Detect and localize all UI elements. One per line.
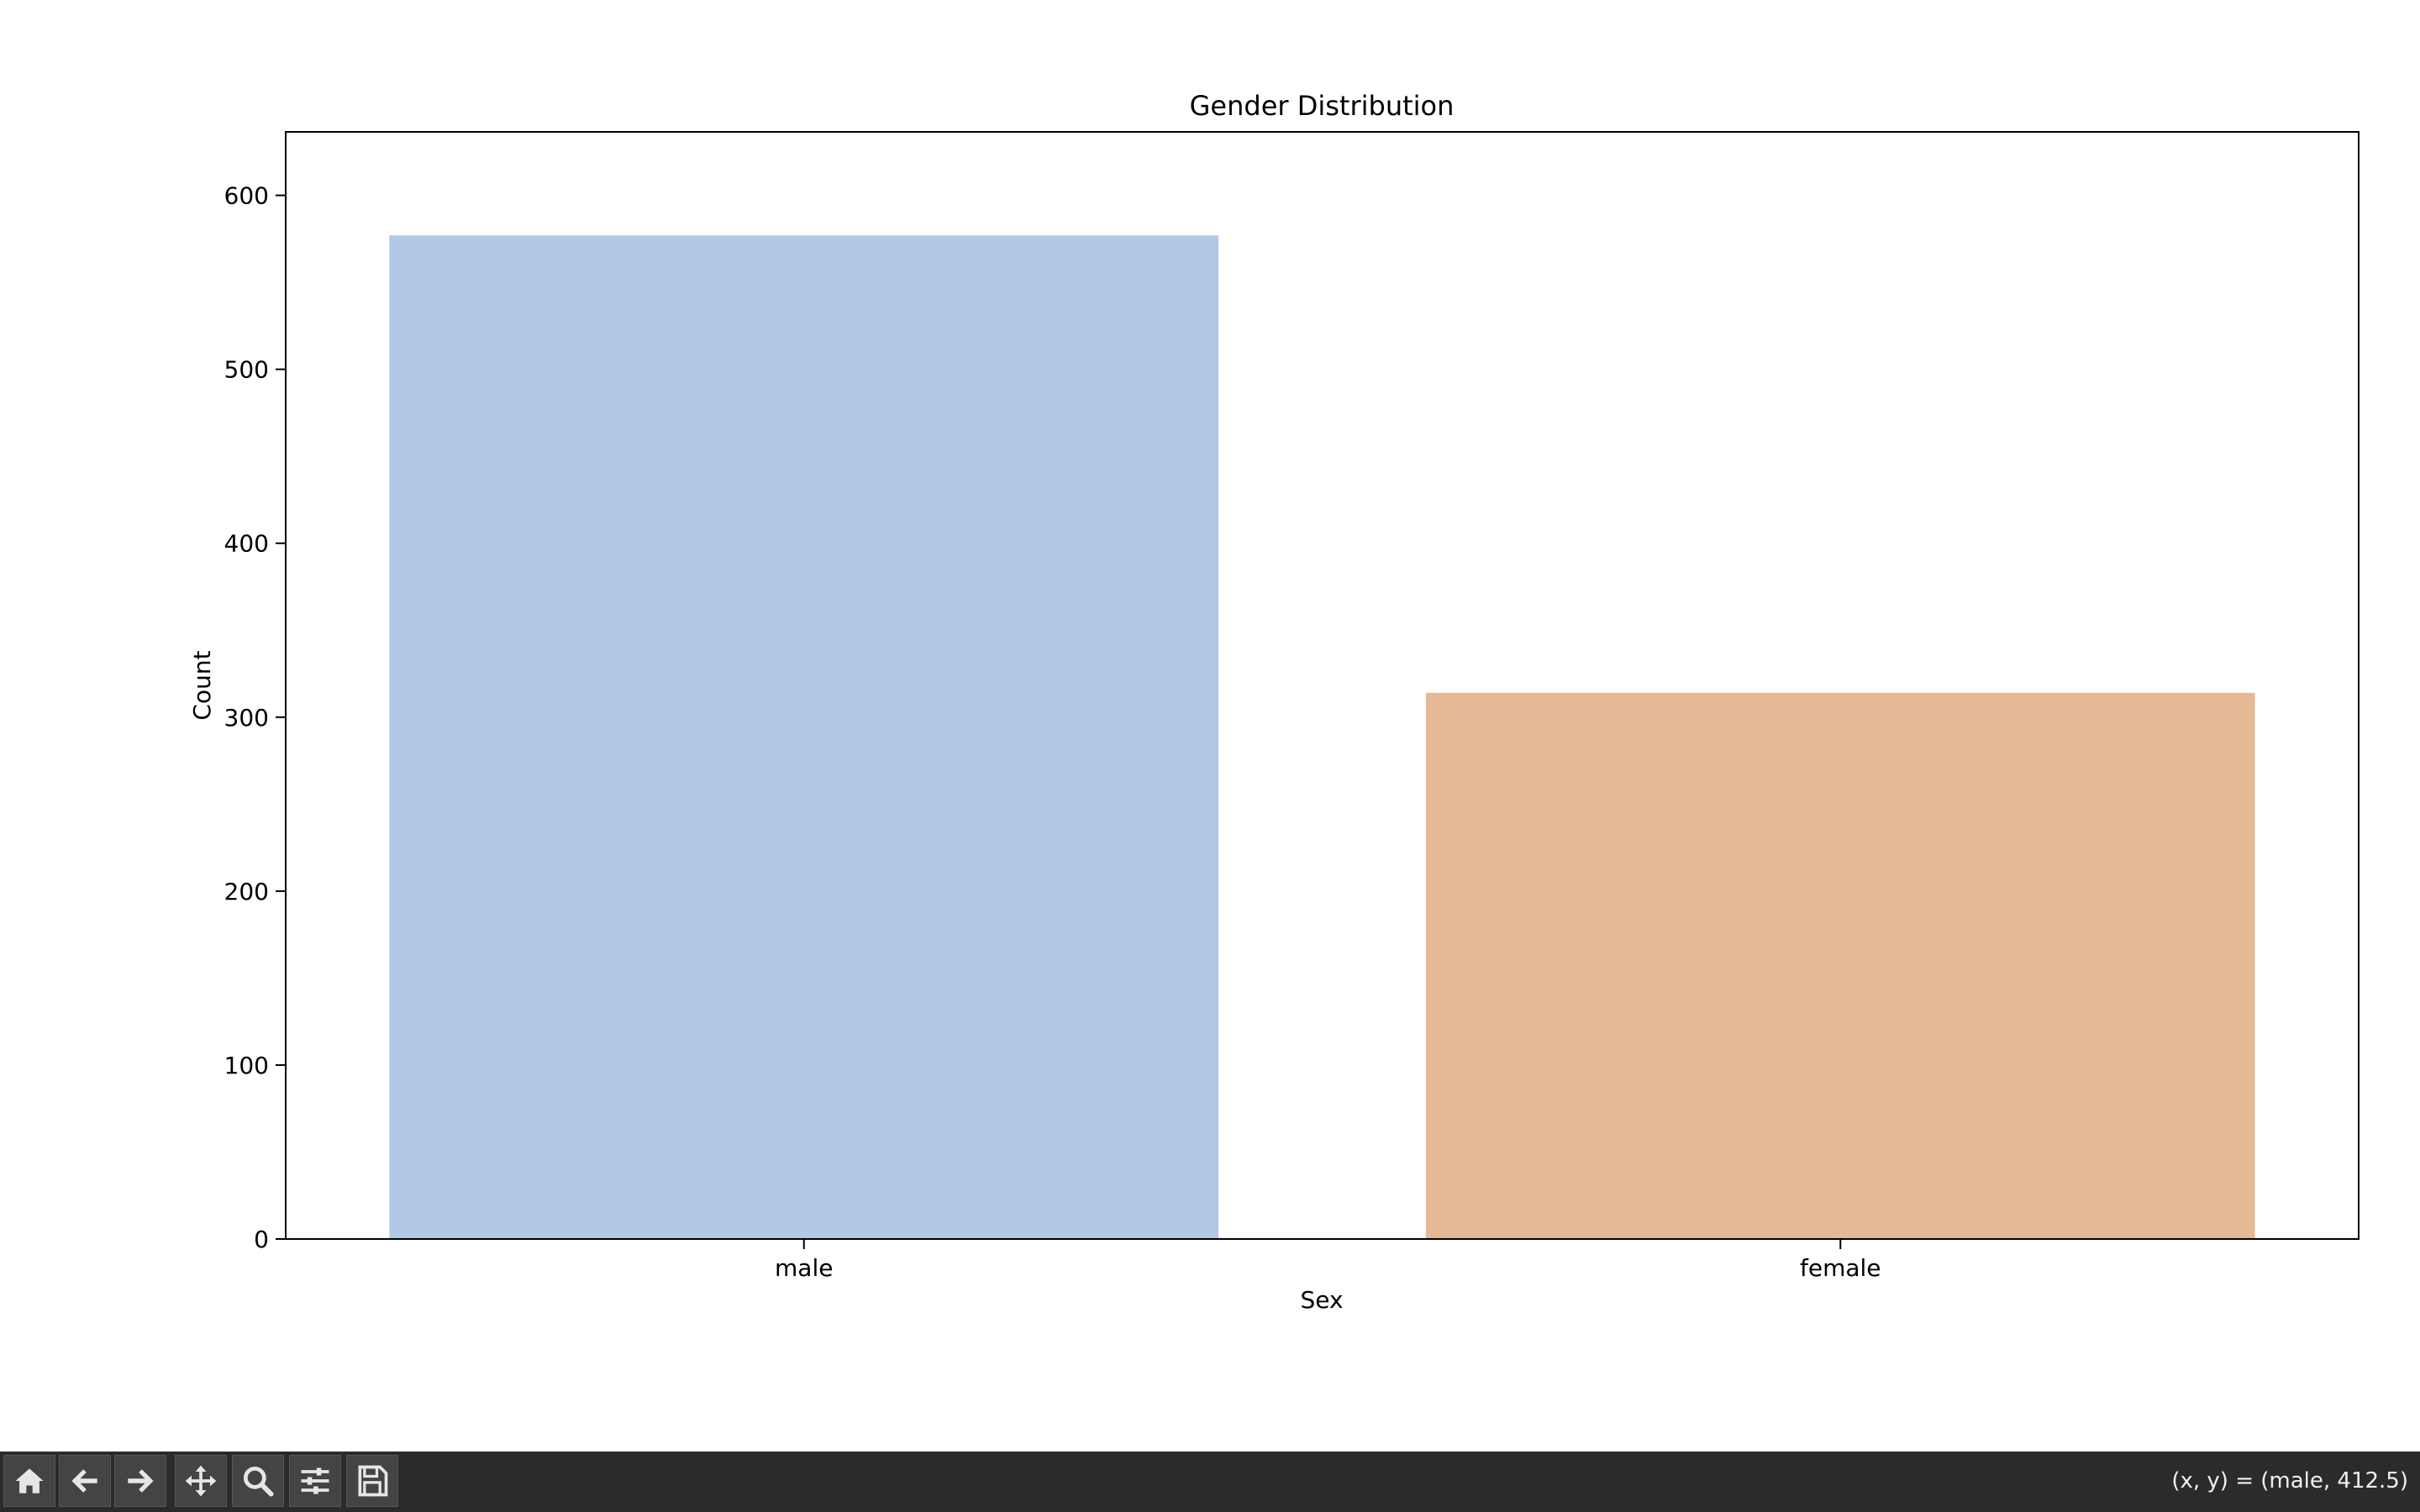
y-tick-label: 200 bbox=[224, 878, 269, 906]
y-tick-label: 400 bbox=[224, 530, 269, 558]
y-tick-label: 100 bbox=[224, 1052, 269, 1079]
forward-button[interactable] bbox=[114, 1455, 166, 1507]
figure-canvas: Gender Distribution 0 100 200 300 400 500 600 … bbox=[188, 90, 2360, 1314]
y-axis: 0 100 200 300 400 500 600 bbox=[224, 182, 286, 1253]
x-axis: male female bbox=[775, 1239, 1881, 1282]
arrow-left-icon bbox=[71, 1469, 97, 1493]
chart-title: Gender Distribution bbox=[1190, 90, 1455, 122]
bar-female bbox=[1425, 692, 2255, 1239]
zoom-button[interactable] bbox=[232, 1455, 284, 1507]
save-button[interactable] bbox=[346, 1455, 398, 1507]
home-icon bbox=[15, 1468, 44, 1494]
y-tick-label: 0 bbox=[254, 1226, 269, 1253]
x-tick-label-female: female bbox=[1800, 1254, 1881, 1282]
magnifier-icon bbox=[243, 1466, 274, 1497]
y-tick-label: 300 bbox=[224, 704, 269, 732]
bar-male bbox=[389, 235, 1219, 1240]
navigation-toolbar: (x, y) = (male, 412.5) bbox=[0, 1452, 2420, 1512]
move-icon bbox=[185, 1465, 217, 1497]
x-tick-label-male: male bbox=[775, 1254, 833, 1282]
configure-subplots-button[interactable] bbox=[289, 1455, 341, 1507]
sliders-icon bbox=[301, 1467, 329, 1494]
coordinate-readout: (x, y) = (male, 412.5) bbox=[2171, 1468, 2408, 1494]
pan-button[interactable] bbox=[175, 1455, 227, 1507]
arrow-right-icon bbox=[128, 1469, 154, 1493]
y-tick-label: 500 bbox=[224, 356, 269, 384]
back-button[interactable] bbox=[59, 1455, 111, 1507]
y-tick-label: 600 bbox=[224, 182, 269, 210]
home-button[interactable] bbox=[3, 1455, 55, 1507]
y-axis-label: Count bbox=[188, 650, 216, 720]
bar-chart: Gender Distribution 0100200300400500600 … bbox=[188, 90, 2360, 1314]
floppy-disk-icon bbox=[358, 1465, 388, 1497]
x-axis-label: Sex bbox=[1300, 1286, 1343, 1314]
bars-layer bbox=[389, 235, 2255, 1240]
plot-area-frame bbox=[285, 131, 2360, 1240]
